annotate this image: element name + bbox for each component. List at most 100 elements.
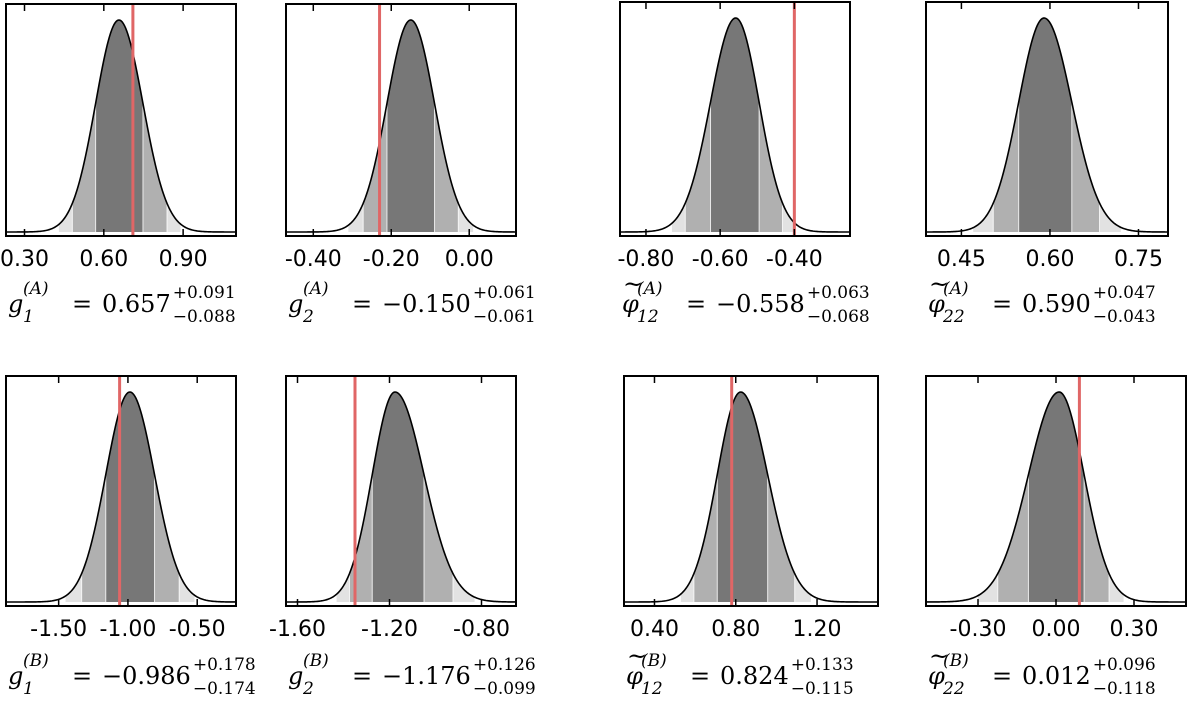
caption-minus-phi22A: −0.043 <box>1093 307 1156 327</box>
caption-sup-g2A: (A) <box>303 279 329 299</box>
caption-phi12B: φ~12 (B) = 0.824 +0.133 −0.115 <box>626 642 854 699</box>
caption-var-g2B: g <box>288 662 303 690</box>
caption-tilde-phi22B: ~ <box>929 642 949 670</box>
caption-var-g1A: g <box>8 290 23 318</box>
caption-sup-phi12A: (A) <box>637 279 663 299</box>
band-68-g1A <box>95 20 143 233</box>
band-68-g2B <box>372 392 424 602</box>
caption-plus-g1A: +0.091 <box>173 283 236 303</box>
x-tick-label-g1A: 0.90 <box>159 247 208 272</box>
band-68-phi12A <box>710 18 760 232</box>
caption-mean-g2B: −1.176 <box>382 662 471 690</box>
x-tick-label-phi22A: 0.45 <box>937 247 986 272</box>
panel-g2A: -0.40 -0.20 0.00 g 2 (A) = −0.150 +0.061 −0.061 <box>285 3 536 327</box>
x-tick-label-g2A: -0.20 <box>363 247 420 272</box>
density-curve-phi22A <box>925 17 1168 233</box>
caption-plus-g2B: +0.126 <box>473 655 536 675</box>
band-68-g2A <box>386 20 435 232</box>
density-curve-g2B <box>286 391 517 603</box>
caption-plus-phi22B: +0.096 <box>1093 655 1156 675</box>
caption-tilde-phi12A: ~ <box>623 270 643 298</box>
caption-g1B: g 1 (B) = −0.986 +0.178 −0.174 <box>8 651 256 699</box>
caption-sub-phi22B: 22 <box>942 679 965 699</box>
caption-minus-phi12B: −0.115 <box>791 679 854 699</box>
panel-phi22B: -0.30 0.00 0.30 φ~22 (B) = 0.012 +0.096 −0.118 <box>925 375 1187 699</box>
caption-sub-g1B: 1 <box>23 679 34 699</box>
x-tick-label-phi22B: 0.00 <box>1032 617 1081 642</box>
caption-minus-g2A: −0.061 <box>473 307 536 327</box>
x-tick-label-phi12B: 0.40 <box>630 617 679 642</box>
caption-sup-g2B: (B) <box>303 651 329 671</box>
density-curve-phi12A <box>620 17 850 233</box>
caption-minus-phi12A: −0.068 <box>807 307 870 327</box>
caption-sup-phi22A: (A) <box>943 279 969 299</box>
caption-minus-g1A: −0.088 <box>173 307 236 327</box>
x-tick-label-phi22B: -0.30 <box>950 617 1007 642</box>
caption-equals-g2B: = <box>352 662 372 690</box>
caption-plus-phi12A: +0.063 <box>807 283 870 303</box>
caption-sup-g1A: (A) <box>23 279 49 299</box>
x-tick-label-g1A: 0.30 <box>0 247 49 272</box>
caption-equals-phi22A: = <box>992 290 1012 318</box>
caption-var-phi22B: φ <box>928 662 945 690</box>
x-tick-label-phi12A: -0.60 <box>692 247 749 272</box>
band-68-phi12B <box>717 392 768 602</box>
caption-mean-phi12B: 0.824 <box>720 662 789 690</box>
density-curve-phi12B <box>624 391 878 603</box>
caption-plus-phi12B: +0.133 <box>791 655 854 675</box>
panel-phi12B: 0.40 0.80 1.20 φ~12 (B) = 0.824 +0.133 −0.115 <box>623 375 879 699</box>
caption-minus-phi22B: −0.118 <box>1093 679 1156 699</box>
axes-frame-g1B <box>5 375 237 607</box>
caption-equals-phi12A: = <box>686 290 706 318</box>
caption-mean-g1A: 0.657 <box>102 290 171 318</box>
caption-equals-g2A: = <box>352 290 372 318</box>
panel-g2B: -1.60 -1.20 -0.80 g 2 (B) = −1.176 +0.126 −0.099 <box>269 375 536 699</box>
caption-sup-phi22B: (B) <box>943 651 969 671</box>
axes-frame-g2B <box>285 375 517 607</box>
x-tick-label-g2B: -1.20 <box>361 617 418 642</box>
caption-phi22B: φ~22 (B) = 0.012 +0.096 −0.118 <box>928 642 1156 699</box>
caption-tilde-phi12B: ~ <box>627 642 647 670</box>
caption-var-phi12A: φ <box>622 290 639 318</box>
panel-g1B: -1.50 -1.00 -0.50 g 1 (B) = −0.986 +0.178 −0.174 <box>5 375 256 699</box>
x-tick-label-g1A: 0.60 <box>79 247 128 272</box>
x-tick-label-g1B: -1.50 <box>30 617 87 642</box>
caption-sub-phi22A: 22 <box>942 307 965 327</box>
caption-equals-phi22B: = <box>992 662 1012 690</box>
caption-tilde-phi22A: ~ <box>929 270 949 298</box>
density-curve-phi22B <box>926 391 1186 603</box>
caption-sub-g2B: 2 <box>302 679 314 699</box>
caption-sub-g2A: 2 <box>302 307 314 327</box>
caption-sup-phi12B: (B) <box>641 651 667 671</box>
x-tick-label-phi12A: -0.80 <box>617 247 674 272</box>
caption-equals-g1A: = <box>72 290 92 318</box>
density-curve-g2A <box>286 19 516 233</box>
caption-sub-g1A: 1 <box>23 307 34 327</box>
x-tick-label-phi22A: 0.60 <box>1025 247 1074 272</box>
caption-minus-g1B: −0.174 <box>193 679 256 699</box>
caption-var-g1B: g <box>8 662 23 690</box>
density-curve-g1A <box>6 19 236 233</box>
axes-frame-phi12B <box>623 375 879 607</box>
caption-plus-g1B: +0.178 <box>193 655 256 675</box>
caption-sup-g1B: (B) <box>23 651 49 671</box>
caption-mean-g2A: −0.150 <box>382 290 471 318</box>
band-68-phi22B <box>1028 392 1085 602</box>
x-tick-label-g1B: -1.00 <box>99 617 156 642</box>
x-tick-label-phi12B: 1.20 <box>793 617 842 642</box>
x-tick-label-phi12B: 0.80 <box>711 617 760 642</box>
caption-mean-phi22A: 0.590 <box>1022 290 1091 318</box>
x-tick-label-g2A: 0.00 <box>445 247 494 272</box>
caption-minus-g2B: −0.099 <box>473 679 536 699</box>
panel-phi22A: 0.45 0.60 0.75 φ~22 (A) = 0.590 +0.047 −0.043 <box>925 1 1169 327</box>
x-tick-label-phi12A: -0.40 <box>766 247 823 272</box>
x-tick-label-phi22A: 0.75 <box>1114 247 1163 272</box>
caption-g2B: g 2 (B) = −1.176 +0.126 −0.099 <box>288 651 536 699</box>
band-68-g1B <box>105 392 155 602</box>
caption-plus-g2A: +0.061 <box>473 283 536 303</box>
x-tick-label-phi22B: 0.30 <box>1110 617 1159 642</box>
caption-phi22A: φ~22 (A) = 0.590 +0.047 −0.043 <box>928 270 1156 327</box>
caption-equals-g1B: = <box>72 662 92 690</box>
x-tick-label-g1B: -0.50 <box>169 617 226 642</box>
